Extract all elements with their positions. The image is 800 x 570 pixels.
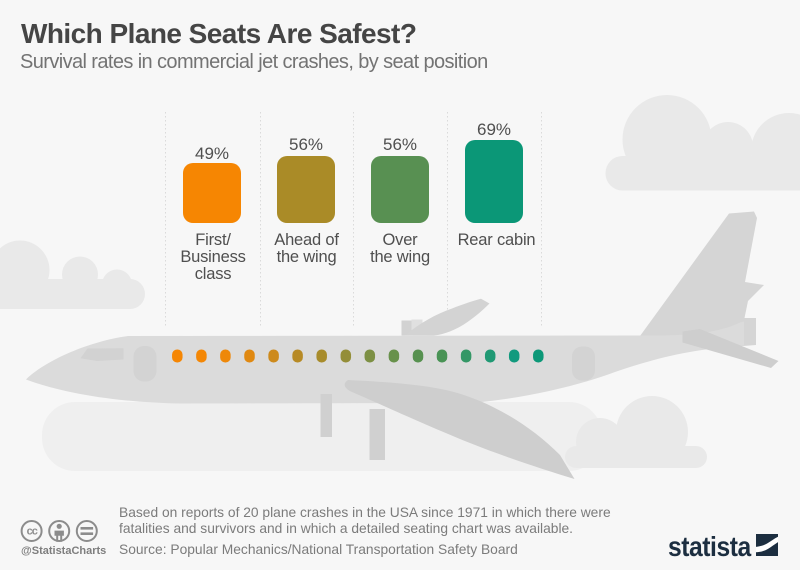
svg-text:cc: cc [27, 526, 38, 538]
